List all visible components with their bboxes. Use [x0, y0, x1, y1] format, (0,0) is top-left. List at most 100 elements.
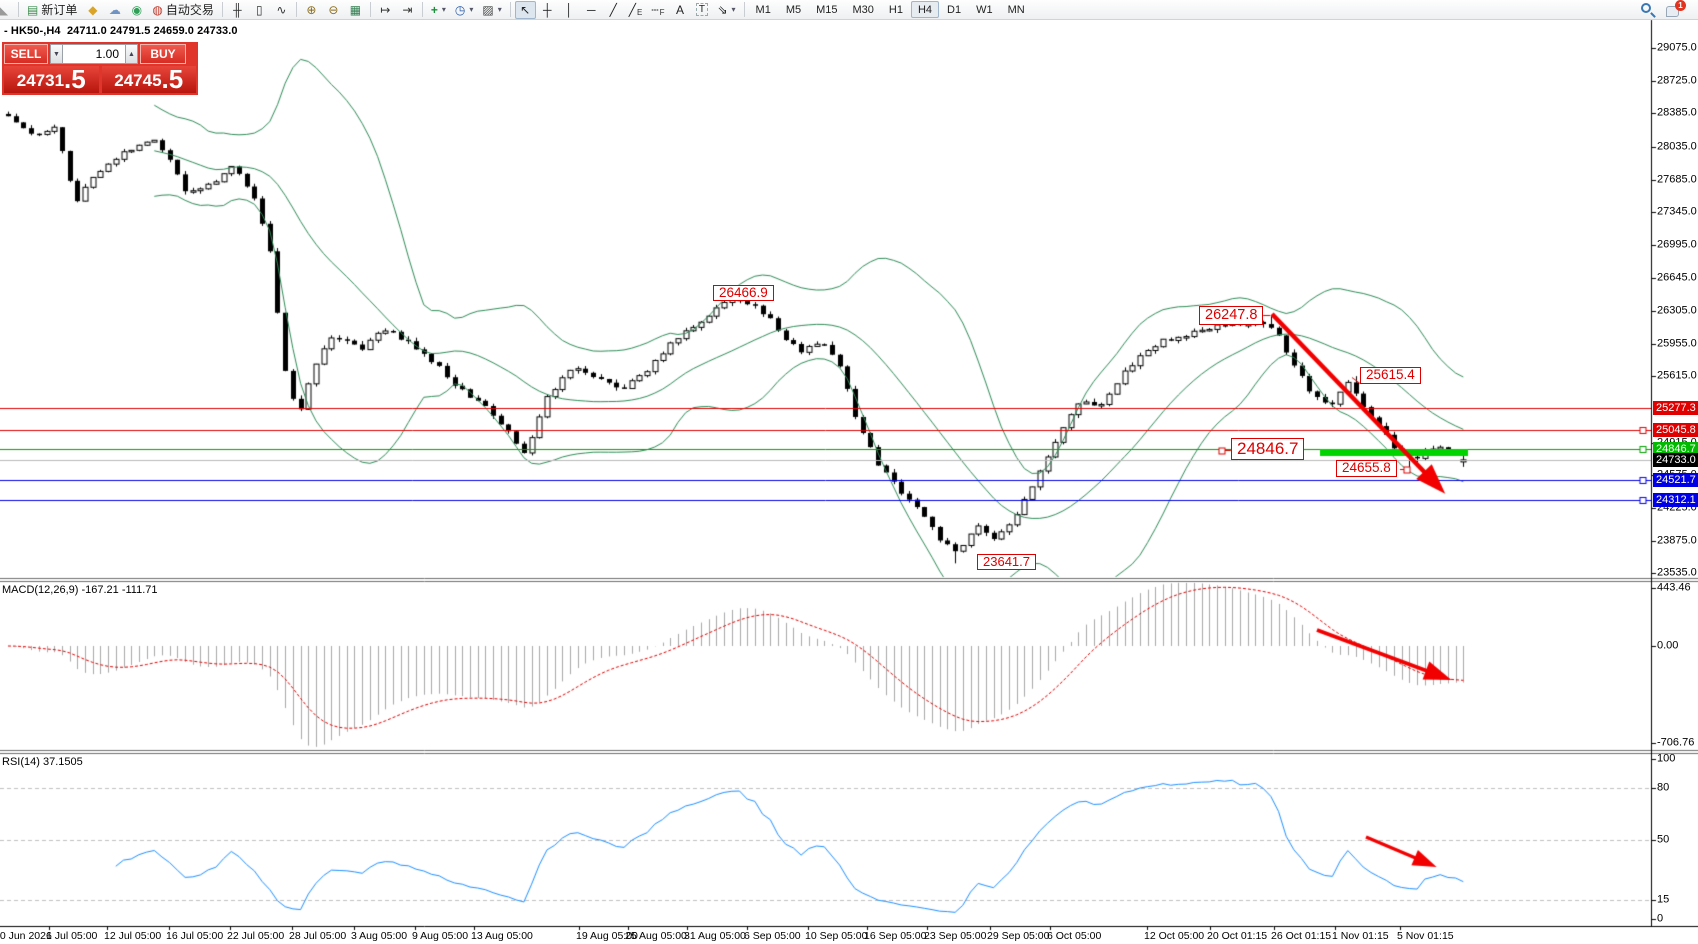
- timeframe-d1[interactable]: D1: [947, 3, 962, 16]
- templates-icon: ▨: [482, 2, 494, 17]
- arrows-tool-button[interactable]: ⇘ ▾: [713, 1, 739, 19]
- timeframe-h1[interactable]: H1: [888, 3, 903, 16]
- price-callout-label[interactable]: 24846.7: [1231, 438, 1305, 460]
- time-axis-label: 5 Nov 01:15: [1397, 930, 1454, 942]
- price-axis-tick: 26305.0: [1657, 304, 1697, 317]
- search-icon[interactable]: [1641, 2, 1656, 18]
- chart-shift-icon: ⇥: [402, 2, 413, 17]
- time-axis-label: 3 Aug 05:00: [351, 930, 408, 942]
- price-axis-tick: 23875.0: [1657, 534, 1697, 547]
- price-callout-label[interactable]: 23641.7: [977, 554, 1036, 570]
- trendline-icon: ╱: [609, 2, 617, 17]
- time-axis-label: 6 Oct 05:00: [1047, 930, 1102, 942]
- price-callout-label[interactable]: 25615.4: [1360, 367, 1421, 384]
- time-axis-label: 6 Jul 05:00: [46, 930, 98, 942]
- text-label-icon: T: [695, 3, 708, 16]
- crosshair-button[interactable]: ┼: [537, 1, 558, 19]
- price-axis-tick: 28725.0: [1657, 74, 1697, 87]
- market-watch-icon[interactable]: ◆: [82, 1, 103, 19]
- rsi-indicator-header: RSI(14) 37.1505: [2, 756, 83, 768]
- price-line-label: 24312.1: [1653, 492, 1698, 507]
- rsi-axis-tick: 0: [1657, 912, 1664, 925]
- volume-increase-button[interactable]: ▲: [125, 44, 138, 64]
- price-axis-tick: 28035.0: [1657, 140, 1697, 153]
- clipped-icon[interactable]: ◣: [0, 1, 14, 19]
- autotrading-icon: ◍: [152, 2, 163, 17]
- toolbar-separator: [295, 2, 297, 17]
- zoom-in-button[interactable]: ⊕: [301, 1, 322, 19]
- timeframe-w1[interactable]: W1: [976, 3, 993, 16]
- price-axis-tick: 26995.0: [1657, 238, 1697, 251]
- time-axis-label: 16 Sep 05:00: [864, 930, 927, 942]
- signal-icon-icon: ◉: [131, 2, 143, 17]
- auto-scroll-button[interactable]: ↦: [375, 1, 396, 19]
- price-line-label: 24846.7: [1653, 442, 1698, 457]
- chat-icon[interactable]: 1: [1666, 0, 1686, 17]
- text-button[interactable]: A: [669, 1, 690, 19]
- time-axis-label: 31 Aug 05:00: [684, 930, 746, 942]
- periods-button[interactable]: ◷ ▾: [451, 1, 478, 19]
- timeframe-m30[interactable]: M30: [852, 3, 874, 16]
- clipped-icon-icon: ◣: [0, 2, 9, 17]
- time-axis-label: 23 Sep 05:00: [924, 930, 987, 942]
- price-callout-label[interactable]: 24655.8: [1336, 460, 1397, 477]
- candlestick-chart-button[interactable]: ▯: [249, 1, 270, 19]
- zoom-out-button[interactable]: ⊖: [323, 1, 344, 19]
- new-order-button[interactable]: ▤ 新订单: [23, 1, 81, 19]
- volume-input[interactable]: [63, 44, 125, 64]
- fibonacci-icon: ┄: [651, 2, 659, 17]
- buy-price-display[interactable]: 24745.5: [101, 66, 196, 93]
- zoom-out-icon: ⊖: [328, 2, 339, 17]
- text-label-button[interactable]: T: [691, 1, 712, 19]
- timeframe-m5[interactable]: M5: [785, 3, 802, 16]
- bar-chart-button[interactable]: ╫: [227, 1, 248, 19]
- price-callout-label[interactable]: 26466.9: [713, 285, 774, 301]
- timeframe-m15[interactable]: M15: [816, 3, 838, 16]
- profile-icon[interactable]: ☁: [104, 1, 125, 19]
- dropdown-arrow-icon[interactable]: ▾: [469, 5, 474, 14]
- chart-shift-button[interactable]: ⇥: [397, 1, 418, 19]
- dropdown-arrow-icon[interactable]: ▾: [441, 5, 446, 14]
- templates-button[interactable]: ▨ ▾: [478, 1, 505, 19]
- timeframe-mn[interactable]: MN: [1007, 3, 1025, 16]
- line-chart-button[interactable]: ∿: [271, 1, 292, 19]
- sell-button[interactable]: SELL: [4, 44, 48, 64]
- price-axis-tick: 27345.0: [1657, 205, 1697, 218]
- indicators-button[interactable]: + ▾: [427, 1, 450, 19]
- time-axis-label: 16 Jul 05:00: [166, 930, 224, 942]
- fibonacci-button[interactable]: ┄ F: [647, 1, 668, 19]
- horizontal-line-button[interactable]: ─: [581, 1, 602, 19]
- text-icon: A: [675, 2, 684, 17]
- time-axis-label: 12 Jul 05:00: [104, 930, 162, 942]
- autotrading-button[interactable]: ◍ 自动交易: [148, 1, 218, 19]
- dropdown-arrow-icon[interactable]: ▾: [731, 5, 736, 14]
- autotrading-button-label: 自动交易: [165, 3, 214, 17]
- tool-modifier-letter: E: [636, 8, 643, 17]
- symbol-period-label: - HK50-,H4: [4, 25, 61, 37]
- auto-scroll-icon: ↦: [380, 2, 391, 17]
- tile-windows-button[interactable]: ▦: [345, 1, 366, 19]
- price-callout-label[interactable]: 26247.8: [1199, 306, 1264, 325]
- timeframe-h4[interactable]: H4: [910, 1, 940, 18]
- equidistant-channel-button[interactable]: ╱ E: [625, 1, 647, 19]
- signal-icon[interactable]: ◉: [126, 1, 147, 19]
- volume-decrease-button[interactable]: ▼: [50, 44, 63, 64]
- trendline-button[interactable]: ╱: [603, 1, 624, 19]
- cursor-button[interactable]: ↖: [514, 0, 536, 19]
- buy-button[interactable]: BUY: [140, 44, 186, 64]
- time-axis-label: 26 Oct 01:15: [1271, 930, 1332, 942]
- timeframe-m1[interactable]: M1: [755, 3, 771, 16]
- vertical-line-button[interactable]: │: [559, 1, 580, 19]
- arrows-tool-icon: ⇘: [717, 2, 728, 17]
- macd-axis-tick: 0.00: [1657, 639, 1679, 652]
- toolbar-separator: [509, 2, 511, 17]
- time-axis-label: 28 Jul 05:00: [289, 930, 347, 942]
- tool-modifier-letter: F: [659, 8, 665, 17]
- line-chart-icon: ∿: [276, 2, 287, 17]
- sell-price-display[interactable]: 24731.5: [4, 66, 99, 93]
- horizontal-line-icon: ─: [586, 2, 596, 17]
- rsi-axis-tick: 50: [1657, 833, 1670, 846]
- dropdown-arrow-icon[interactable]: ▾: [497, 5, 502, 14]
- profile-icon-icon: ☁: [108, 2, 121, 17]
